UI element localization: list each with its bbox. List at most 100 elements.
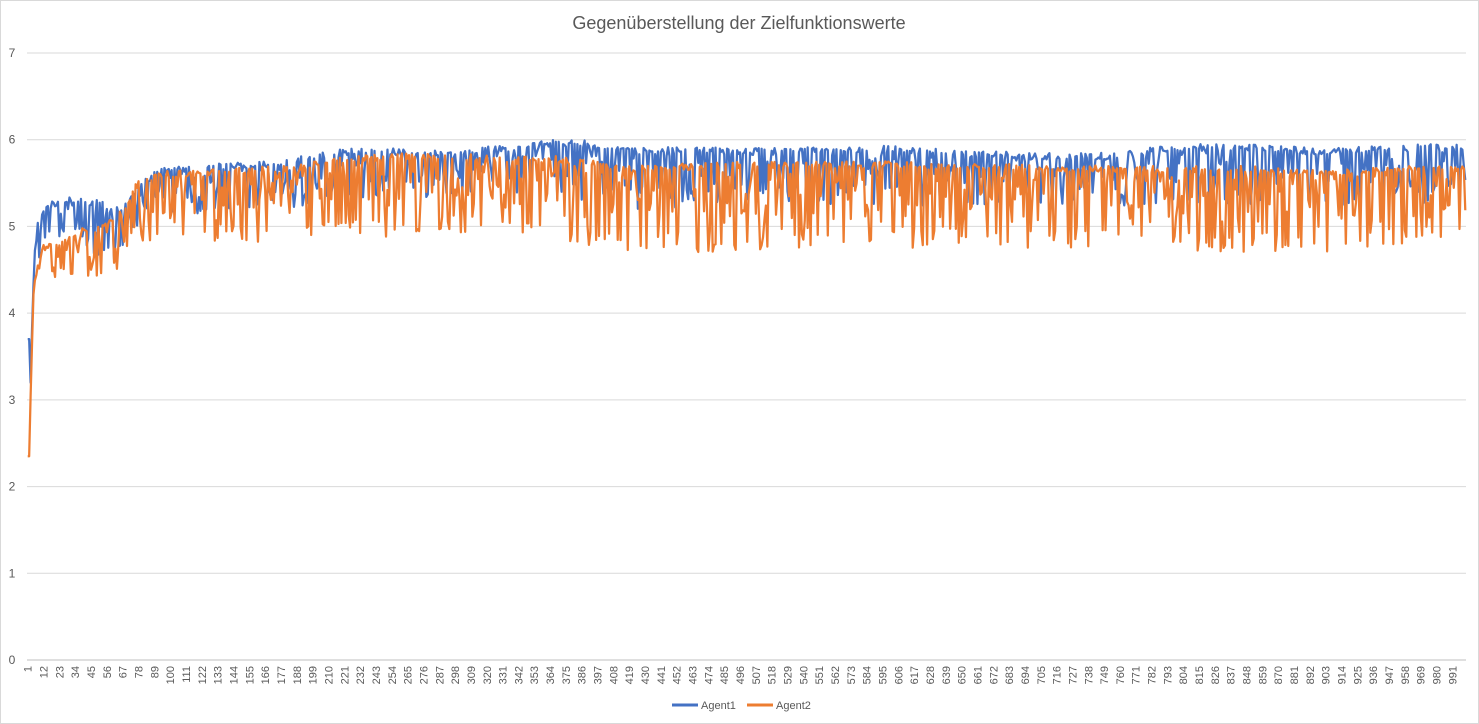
x-tick-label: 386: [577, 666, 589, 684]
x-tick-label: 166: [260, 666, 272, 684]
y-tick-label: 6: [9, 133, 16, 147]
x-tick-label: 529: [783, 666, 795, 684]
x-tick-label: 518: [767, 666, 779, 684]
x-tick-label: 496: [735, 666, 747, 684]
legend-label-agent2: Agent2: [776, 700, 811, 712]
x-tick-label: 562: [830, 666, 842, 684]
x-tick-label: 221: [339, 666, 351, 684]
x-tick-label: 661: [972, 666, 984, 684]
x-tick-label: 144: [228, 666, 240, 684]
x-tick-label: 430: [640, 666, 652, 684]
x-tick-label: 353: [529, 666, 541, 684]
y-tick-label: 3: [9, 393, 16, 407]
x-tick-label: 474: [703, 666, 715, 684]
x-tick-label: 342: [513, 666, 525, 684]
x-tick-label: 650: [957, 666, 969, 684]
x-tick-label: 45: [86, 666, 98, 678]
x-tick-label: 782: [1147, 666, 1159, 684]
x-tick-label: 507: [751, 666, 763, 684]
x-tick-label: 881: [1289, 666, 1301, 684]
legend: Agent1 Agent2: [672, 700, 811, 712]
y-tick-label: 2: [9, 480, 16, 494]
x-tick-label: 177: [276, 666, 288, 684]
x-tick-label: 969: [1416, 666, 1428, 684]
x-tick-label: 584: [862, 666, 874, 684]
x-tick-label: 617: [909, 666, 921, 684]
y-tick-label: 0: [9, 653, 16, 667]
x-tick-label: 133: [213, 666, 225, 684]
x-tick-label: 298: [450, 666, 462, 684]
x-tick-label: 67: [118, 666, 130, 678]
x-tick-label: 232: [355, 666, 367, 684]
x-tick-label: 727: [1067, 666, 1079, 684]
x-tick-label: 441: [656, 666, 668, 684]
x-tick-label: 34: [70, 666, 82, 678]
x-tick-label: 991: [1447, 666, 1459, 684]
x-tick-label: 364: [545, 666, 557, 684]
x-tick-label: 859: [1257, 666, 1269, 684]
chart-title: Gegenüberstellung der Zielfunktionswerte: [572, 13, 905, 33]
x-tick-label: 540: [798, 666, 810, 684]
y-tick-label: 5: [9, 219, 16, 233]
x-tick-label: 804: [1178, 666, 1190, 684]
y-axis-ticks: 0 1 2 3 4 5 6 7: [9, 46, 16, 667]
x-tick-label: 683: [1004, 666, 1016, 684]
x-tick-label: 595: [877, 666, 889, 684]
x-tick-label: 287: [434, 666, 446, 684]
x-tick-label: 199: [308, 666, 320, 684]
x-tick-label: 826: [1210, 666, 1222, 684]
x-tick-label: 573: [846, 666, 858, 684]
x-tick-label: 903: [1321, 666, 1333, 684]
x-tick-label: 1: [23, 666, 35, 672]
x-tick-label: 639: [941, 666, 953, 684]
x-tick-label: 210: [323, 666, 335, 684]
x-tick-label: 78: [134, 666, 146, 678]
x-tick-label: 309: [466, 666, 478, 684]
x-tick-label: 760: [1115, 666, 1127, 684]
x-tick-label: 947: [1384, 666, 1396, 684]
x-tick-label: 551: [814, 666, 826, 684]
x-tick-label: 12: [39, 666, 51, 678]
x-tick-label: 56: [102, 666, 114, 678]
x-tick-label: 738: [1083, 666, 1095, 684]
y-tick-label: 4: [9, 306, 16, 320]
x-tick-label: 771: [1131, 666, 1143, 684]
x-tick-label: 111: [181, 666, 193, 683]
x-tick-label: 243: [371, 666, 383, 684]
x-tick-label: 848: [1242, 666, 1254, 684]
x-tick-label: 122: [197, 666, 209, 684]
x-tick-label: 265: [403, 666, 415, 684]
x-tick-label: 397: [593, 666, 605, 684]
x-tick-label: 276: [418, 666, 430, 684]
x-tick-label: 870: [1273, 666, 1285, 684]
x-tick-label: 694: [1020, 666, 1032, 684]
x-axis-ticks: 1 12 23 34 45 56 67 78 89 100 111 122 133 144 155 166 17…: [23, 666, 1460, 684]
x-tick-label: 892: [1305, 666, 1317, 684]
x-tick-label: 749: [1099, 666, 1111, 684]
x-tick-label: 925: [1352, 666, 1364, 684]
x-tick-label: 958: [1400, 666, 1412, 684]
x-tick-label: 419: [624, 666, 636, 684]
x-tick-label: 716: [1052, 666, 1064, 684]
x-tick-label: 188: [292, 666, 304, 684]
x-tick-label: 408: [608, 666, 620, 684]
y-tick-label: 7: [9, 46, 16, 60]
x-tick-label: 331: [498, 666, 510, 684]
x-tick-label: 837: [1226, 666, 1238, 684]
x-tick-label: 254: [387, 666, 399, 684]
series-lines: [27, 139, 1467, 458]
x-tick-label: 452: [672, 666, 684, 684]
x-tick-label: 155: [244, 666, 256, 684]
x-tick-label: 320: [482, 666, 494, 684]
x-tick-label: 705: [1036, 666, 1048, 684]
series-line-agent2: [27, 152, 1467, 458]
x-tick-label: 485: [719, 666, 731, 684]
x-tick-label: 672: [988, 666, 1000, 684]
legend-label-agent1: Agent1: [701, 700, 736, 712]
x-tick-label: 628: [925, 666, 937, 684]
x-tick-label: 606: [893, 666, 905, 684]
x-tick-label: 914: [1337, 666, 1349, 684]
x-tick-label: 815: [1194, 666, 1206, 684]
